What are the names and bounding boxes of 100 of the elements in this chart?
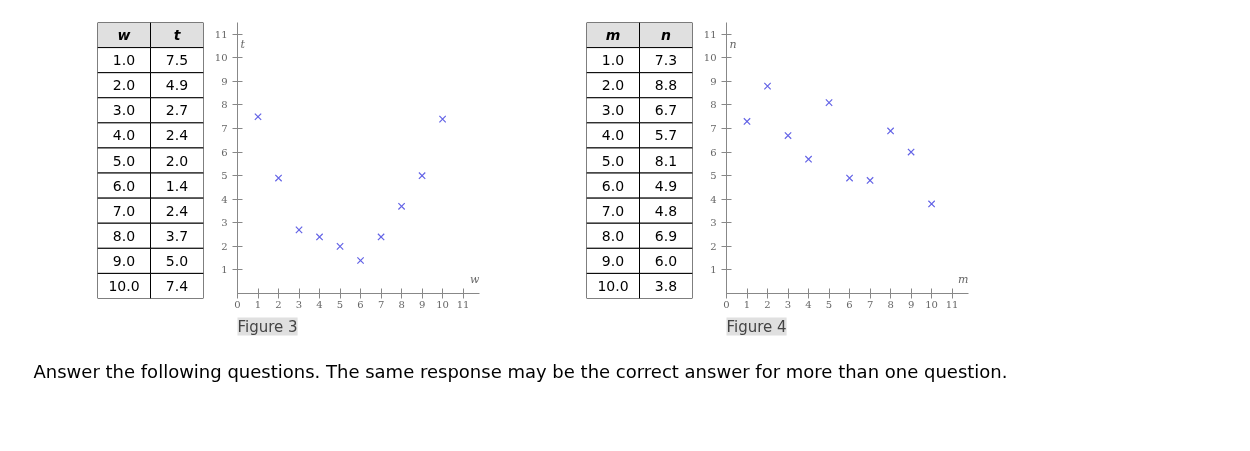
- y-tick-label: 1: [710, 264, 717, 276]
- x-tick-label: 10: [436, 298, 449, 310]
- point: [763, 82, 772, 90]
- y-axis-title: w: [117, 27, 131, 44]
- data-label: 6.0: [654, 252, 678, 269]
- y-tick-label: 10.0: [108, 277, 140, 294]
- point: [336, 242, 344, 251]
- point: [784, 131, 792, 140]
- data-label: 6.9: [654, 227, 678, 244]
- x-tick-label: 11: [456, 298, 470, 310]
- y-tick-label: 2.0: [112, 77, 136, 94]
- y-tick-label: 1: [221, 264, 228, 276]
- y-tick-label: 6: [221, 146, 228, 158]
- data-label: 2.4: [165, 127, 189, 144]
- y-tick-label: 9: [710, 75, 717, 87]
- x-tick-label: 1: [254, 298, 262, 310]
- y-tick-label: 8.0: [601, 227, 625, 244]
- y-tick-label: 5.0: [112, 152, 136, 169]
- data-label: 8.8: [654, 77, 678, 94]
- x-tick-label: 4: [316, 298, 323, 310]
- y-tick-label: 2: [710, 240, 717, 252]
- x-tick-label: 0: [723, 298, 730, 310]
- y-tick-label: 2.0: [601, 77, 625, 94]
- y-tick-label: 3: [710, 217, 717, 229]
- data-label: 7.5: [165, 52, 189, 69]
- y-tick-label: 7.0: [601, 202, 625, 219]
- y-tick-label: 6.0: [601, 177, 625, 194]
- data-label: 2.0: [165, 152, 189, 169]
- y-tick-label: 5: [221, 170, 228, 182]
- y-tick-label: 5: [710, 170, 717, 182]
- y-tick-label: 7: [710, 123, 717, 135]
- y-tick-label: 8: [710, 99, 717, 111]
- y-tick-label: 6.0: [112, 177, 136, 194]
- data-label: 2.7: [165, 102, 189, 119]
- x-tick-label: 3: [295, 298, 303, 310]
- x-tick-label: 11: [945, 298, 959, 310]
- point: [295, 226, 303, 234]
- x-tick-label: 10: [925, 298, 938, 310]
- data-label: 4.9: [654, 177, 678, 194]
- x-tick-label: 0: [234, 298, 241, 310]
- point: [845, 174, 854, 182]
- y-tick-label: 4.0: [112, 127, 136, 144]
- caption: Figure 3: [237, 317, 298, 336]
- y-tick-label: 3.0: [601, 102, 625, 119]
- data-label: 1.4: [165, 177, 189, 194]
- data-label: 3.8: [654, 277, 678, 294]
- caption: Figure 4: [726, 317, 787, 336]
- point: [254, 112, 262, 121]
- y-tick-label: 1.0: [601, 52, 625, 69]
- data-label: 4.9: [165, 77, 189, 94]
- y-tick-label: 10: [214, 52, 228, 64]
- x-tick-label: 7: [866, 298, 874, 310]
- data-label: 5.7: [654, 127, 678, 144]
- point: [397, 202, 406, 211]
- point: [743, 117, 751, 126]
- x-tick-label: 9: [907, 298, 915, 310]
- point: [315, 233, 324, 241]
- point: [825, 98, 833, 107]
- point: [886, 127, 895, 135]
- x-axis-title: w: [470, 273, 481, 287]
- y-tick-label: 10: [703, 52, 717, 64]
- x-tick-label: 8: [398, 298, 405, 310]
- point: [866, 176, 874, 185]
- x-tick-label: 4: [805, 298, 812, 310]
- y-tick-label: 7: [221, 123, 228, 135]
- x-tick-label: 5: [825, 298, 833, 310]
- y-tick-label: 4: [710, 193, 717, 205]
- y-tick-label: 2: [221, 240, 228, 252]
- y-tick-label: 5.0: [601, 152, 625, 169]
- y-tick-label: 4.0: [601, 127, 625, 144]
- data-label: 7.4: [165, 277, 189, 294]
- x-tick-label: 7: [377, 298, 385, 310]
- x-tick-label: 2: [275, 298, 282, 310]
- y-tick-label: 4: [221, 193, 228, 205]
- y-tick-label: 3.0: [112, 102, 136, 119]
- y-tick-label: 8: [221, 99, 228, 111]
- y-tick-label: 9: [221, 75, 228, 87]
- x-tick-label: 9: [418, 298, 426, 310]
- data-label: 3.7: [165, 227, 189, 244]
- data-label: 8.1: [654, 152, 678, 169]
- y-tick-label: 8.0: [112, 227, 136, 244]
- y-tick-label: 6: [710, 146, 717, 158]
- data-label: 7.3: [654, 52, 678, 69]
- y-tick-label: 9.0: [112, 252, 136, 269]
- point: [927, 200, 936, 208]
- x-tick-label: 2: [764, 298, 771, 310]
- data-label: 4.8: [654, 202, 678, 219]
- point: [438, 115, 447, 123]
- y-tick-label: 9.0: [601, 252, 625, 269]
- data-label: 6.7: [654, 102, 678, 119]
- point: [804, 155, 813, 163]
- x-tick-label: 1: [743, 298, 751, 310]
- x-tick-label: 5: [336, 298, 344, 310]
- x-tick-label: 6: [846, 298, 853, 310]
- y-tick-label: 1.0: [112, 52, 136, 69]
- data-label: 5.0: [165, 252, 189, 269]
- x-tick-label: 6: [357, 298, 364, 310]
- point: [418, 171, 426, 180]
- x-tick-label: 3: [784, 298, 792, 310]
- y-axis-title: m: [605, 27, 621, 44]
